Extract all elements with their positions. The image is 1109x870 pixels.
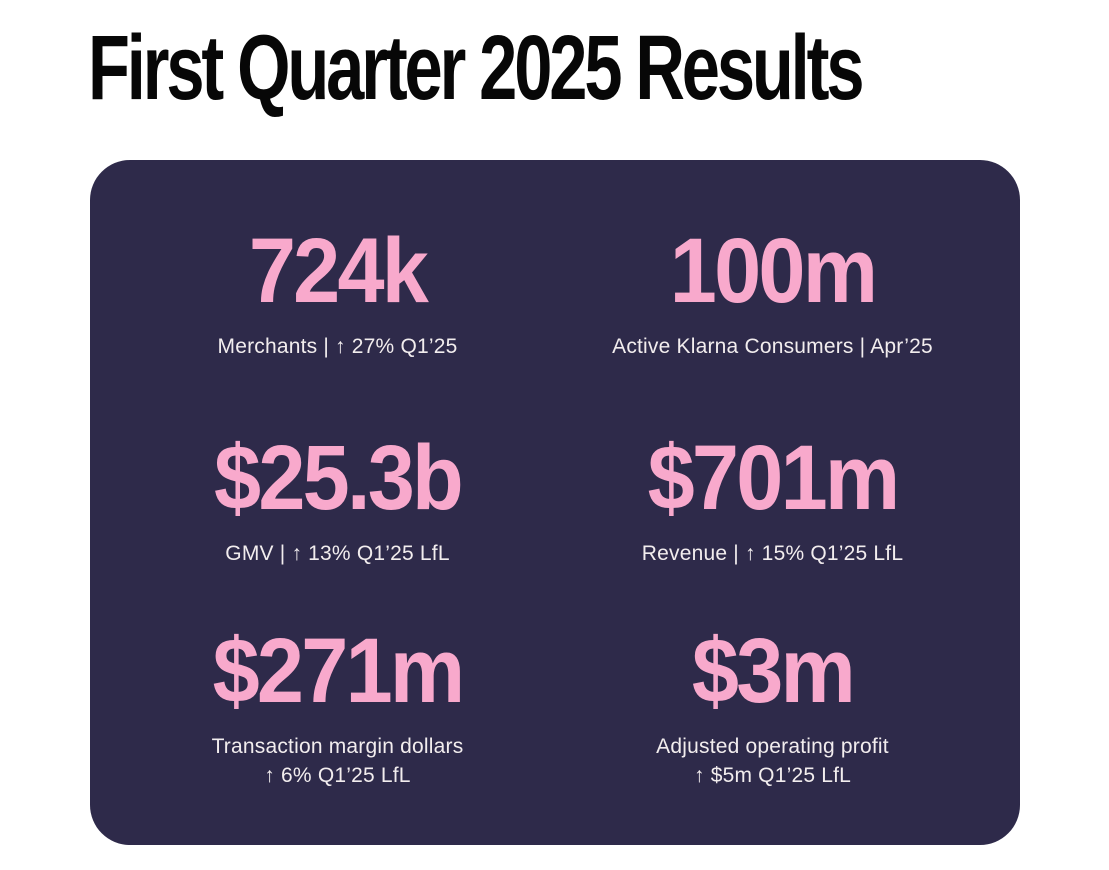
metric-label: Active Klarna Consumers | Apr’25	[565, 333, 980, 361]
metric-label-line: ↑ $5m Q1’25 LfL	[693, 763, 852, 787]
metric-label-line: Revenue | ↑ 15% Q1’25 LfL	[641, 542, 904, 566]
metric-active-consumers: 100m Active Klarna Consumers | Apr’25	[565, 225, 980, 361]
metric-label-line: Active Klarna Consumers | Apr’25	[612, 335, 933, 359]
metric-revenue: $701m Revenue | ↑ 15% Q1’25 LfL	[565, 432, 980, 568]
metric-label-line: ↑ 6% Q1’25 LfL	[264, 763, 411, 787]
metric-adjusted-operating-profit: $3m Adjusted operating profit ↑ $5m Q1’2…	[565, 625, 980, 790]
metric-label-line: Transaction margin dollars	[211, 735, 464, 759]
metric-label: Merchants | ↑ 27% Q1’25	[130, 333, 545, 361]
metric-gmv: $25.3b GMV | ↑ 13% Q1’25 LfL	[130, 432, 545, 568]
metric-merchants: 724k Merchants | ↑ 27% Q1’25	[130, 225, 545, 361]
metric-value: 724k	[248, 220, 429, 323]
metric-value: $271m	[212, 620, 466, 723]
metric-label: Revenue | ↑ 15% Q1’25 LfL	[565, 540, 980, 568]
metric-label-line: Merchants | ↑ 27% Q1’25	[217, 335, 458, 359]
metric-value: $3m	[691, 620, 856, 723]
metric-label-line: Adjusted operating profit	[656, 735, 889, 759]
metric-label: Transaction margin dollars ↑ 6% Q1’25 Lf…	[130, 733, 545, 790]
metric-value: 100m	[669, 220, 878, 323]
metric-label: GMV | ↑ 13% Q1’25 LfL	[130, 540, 545, 568]
metric-label: Adjusted operating profit ↑ $5m Q1’25 Lf…	[565, 733, 980, 790]
page-title: First Quarter 2025 Results	[88, 15, 865, 119]
results-panel: 724k Merchants | ↑ 27% Q1’25 100m Active…	[90, 160, 1020, 845]
metric-label-line: GMV | ↑ 13% Q1’25 LfL	[225, 542, 450, 566]
metric-transaction-margin: $271m Transaction margin dollars ↑ 6% Q1…	[130, 625, 545, 790]
metric-value: $701m	[647, 427, 901, 530]
metric-value: $25.3b	[214, 427, 464, 530]
